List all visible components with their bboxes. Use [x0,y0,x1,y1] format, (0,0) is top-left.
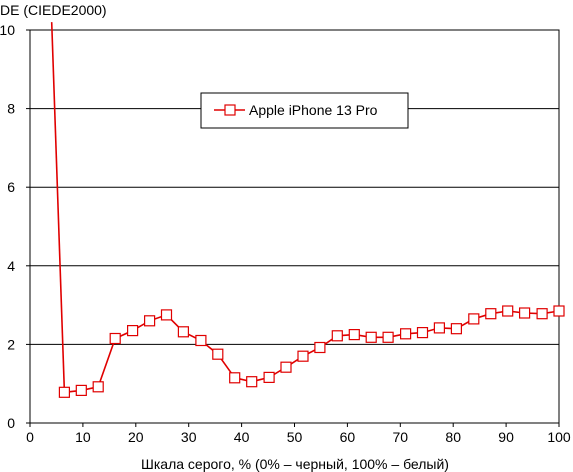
data-point-27 [518,307,531,319]
x-tick-label-5: 50 [287,429,303,445]
data-point-23 [450,323,462,335]
data-point-3 [109,332,121,345]
x-tick-label-8: 80 [445,429,461,445]
x-tick-label-0: 0 [26,429,34,445]
data-point-8 [195,334,207,347]
y-tick-label-1: 2 [7,336,15,352]
series-0 [50,22,565,398]
data-point-1 [75,384,87,396]
y-tick-label-0: 0 [7,415,15,431]
data-point-6 [160,309,173,321]
legend-label: Apple iPhone 13 Pro [249,102,378,118]
series-layer [50,22,565,398]
x-axis-title: Шкала серого, % (0% – черный, 100% – бел… [141,456,449,472]
data-point-4 [126,325,139,337]
data-point-29 [553,305,565,317]
data-point-22 [433,322,445,334]
x-tick-label-3: 30 [181,429,197,445]
legend: Apple iPhone 13 Pro [200,92,409,129]
y-tick-label-4: 8 [7,101,15,117]
plot-frame [29,29,560,424]
data-point-17 [348,329,360,341]
y-tick-label-3: 6 [7,179,15,195]
data-point-0 [58,386,71,398]
data-point-10 [229,372,241,384]
y-tick-label-5: 10 [0,22,15,38]
x-tick-label-10: 100 [547,429,571,445]
data-point-25 [485,308,497,320]
data-point-13 [280,361,292,373]
x-tick-label-9: 90 [498,429,514,445]
x-axis-ticks: 0 10 20 30 40 50 60 70 80 90 100 [26,423,571,445]
data-point-14 [297,350,309,362]
data-point-7 [177,326,189,338]
data-point-16 [331,330,343,342]
x-tick-label-4: 40 [234,429,250,445]
x-tick-label-1: 10 [75,429,91,445]
gridlines [30,29,559,424]
series-0-line [64,310,560,394]
data-point-19 [382,331,394,343]
data-point-15 [314,341,326,354]
y-tick-label-2: 4 [7,258,15,274]
data-point-2 [92,381,104,393]
data-point-28 [536,308,548,320]
data-point-26 [502,305,514,317]
data-point-9 [212,348,224,360]
legend-swatch-marker [224,104,236,116]
data-point-11 [246,376,258,388]
data-point-24 [468,313,480,325]
y-axis-ticks: 0 2 4 6 8 10 [0,22,30,431]
y-axis-title: DE (CIEDE2000) [0,2,107,18]
x-tick-label-2: 20 [128,429,144,445]
data-point-12 [263,371,275,383]
data-point-5 [144,315,156,327]
series-0-lead-line [50,22,66,393]
x-tick-label-6: 60 [340,429,356,445]
x-tick-label-7: 70 [393,429,409,445]
data-point-21 [416,327,429,339]
data-point-20 [400,328,412,340]
data-point-18 [365,331,377,343]
